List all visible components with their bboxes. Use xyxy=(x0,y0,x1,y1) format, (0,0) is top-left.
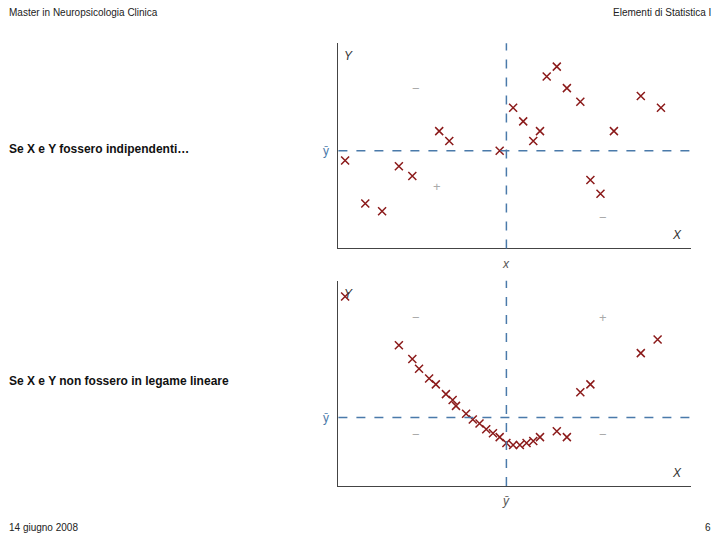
svg-text:ȳ: ȳ xyxy=(502,494,510,508)
svg-text:−: − xyxy=(412,310,420,325)
svg-text:Se X e Y fossero indipendenti…: Se X e Y fossero indipendenti… xyxy=(9,142,189,156)
svg-text:14 giugno 2008: 14 giugno 2008 xyxy=(9,522,78,533)
svg-text:Y: Y xyxy=(344,49,353,63)
svg-text:ȳ: ȳ xyxy=(323,411,329,425)
svg-text:X: X xyxy=(672,466,682,480)
svg-text:+: + xyxy=(433,179,441,194)
svg-text:+: + xyxy=(599,310,607,325)
svg-text:−: − xyxy=(412,81,420,96)
svg-text:x: x xyxy=(502,257,510,271)
svg-text:Y: Y xyxy=(344,287,353,301)
svg-text:−: − xyxy=(599,210,607,225)
svg-text:−: − xyxy=(412,427,420,442)
svg-text:Elementi di Statistica I: Elementi di Statistica I xyxy=(613,7,711,18)
svg-text:−: − xyxy=(599,427,607,442)
svg-text:Master in Neuropsicologia Clin: Master in Neuropsicologia Clinica xyxy=(9,7,158,18)
svg-text:ȳ: ȳ xyxy=(323,144,329,158)
svg-text:X: X xyxy=(672,228,682,242)
svg-text:Se X e Y non fossero in legame: Se X e Y non fossero in legame lineare xyxy=(9,374,229,388)
svg-text:6: 6 xyxy=(705,522,711,533)
